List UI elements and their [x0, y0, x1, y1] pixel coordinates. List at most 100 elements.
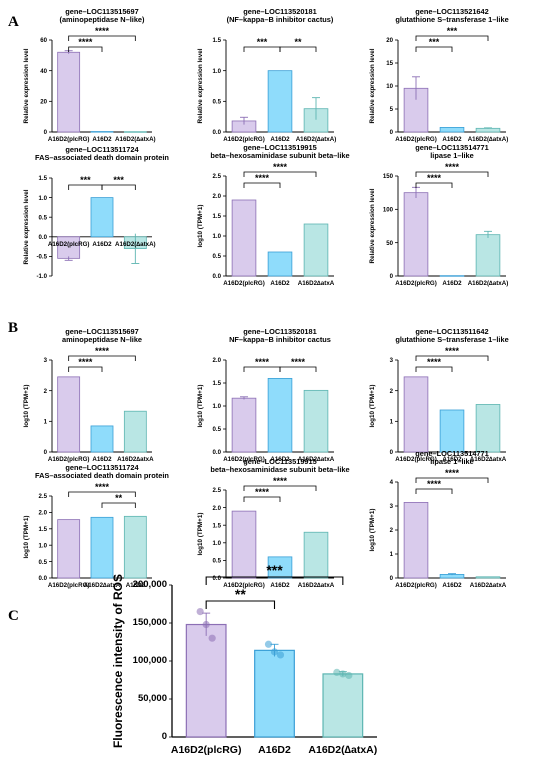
significance-label: **** — [445, 162, 460, 172]
bar — [303, 531, 329, 579]
y-axis-label: Relative expression level — [369, 188, 376, 263]
category-label: A16D2(plcRG) — [171, 744, 242, 756]
panel-label-c: C — [8, 608, 19, 624]
significance-label: *** — [113, 175, 124, 185]
y-tick-label: 2.5 — [39, 493, 48, 500]
significance-bracket — [68, 35, 136, 41]
y-axis-label: log10 (TPM+1) — [197, 385, 204, 428]
significance-bracket — [68, 184, 103, 190]
y-tick-label: 1.5 — [213, 380, 222, 387]
y-tick-label: 1.5 — [213, 522, 222, 529]
y-tick-label: 3 — [390, 357, 394, 364]
y-tick-label: 0.5 — [213, 253, 222, 260]
bar — [231, 397, 257, 453]
chart-title: (NF–kappa–B inhibitor cactus) — [227, 15, 334, 24]
category-label: A16D2 — [442, 280, 462, 287]
y-tick-label: 15 — [386, 60, 393, 67]
y-axis-label: log10 (TPM+1) — [197, 205, 204, 248]
chart-title: gene–LOC113511724 — [65, 145, 139, 154]
y-tick-label: 2.0 — [39, 510, 48, 517]
bar — [90, 425, 114, 453]
significance-bracket — [68, 491, 136, 497]
y-tick-label: 40 — [40, 68, 47, 75]
bar — [439, 275, 465, 277]
y-tick-label: 100,000 — [133, 655, 167, 666]
bar — [185, 623, 227, 738]
significance-label: *** — [266, 562, 283, 578]
chart-title: gene–LOC113514771 — [415, 143, 489, 152]
data-point — [264, 640, 273, 648]
bar — [57, 376, 81, 453]
chart-title: gene–LOC113511724 — [65, 463, 139, 472]
category-label: A16D2(∆atxA) — [296, 136, 337, 143]
y-tick-label: 1.0 — [213, 403, 222, 410]
significance-bracket — [415, 182, 453, 188]
significance-label: **** — [445, 346, 460, 356]
significance-bracket — [205, 600, 276, 609]
y-tick-label: 4 — [390, 479, 394, 486]
bar — [267, 251, 293, 277]
chart-title: lipase 1–like — [430, 457, 474, 466]
bar — [254, 649, 295, 738]
y-tick-label: 1 — [44, 419, 48, 426]
significance-bracket — [68, 355, 136, 361]
bar — [475, 127, 501, 133]
significance-label: *** — [257, 37, 268, 47]
category-label: A16D2(plcRG) — [48, 241, 90, 248]
significance-label: **** — [445, 468, 460, 478]
data-point — [196, 608, 204, 616]
y-axis-label: Relative expression level — [23, 48, 30, 123]
significance-bracket — [205, 576, 344, 585]
significance-label: ** — [294, 37, 302, 47]
category-label: A16D2∆atxA — [470, 582, 507, 589]
category-label: A16D2(plcRG) — [395, 456, 437, 463]
y-axis-label: log10 (TPM+1) — [369, 385, 376, 428]
significance-label: **** — [255, 357, 270, 367]
significance-bracket — [243, 485, 317, 491]
y-tick-label: 1.0 — [39, 542, 48, 549]
bar — [57, 519, 81, 579]
category-label: A16D2(plcRG) — [223, 582, 265, 589]
category-label: A16D2(plcRG) — [48, 582, 90, 589]
bar — [403, 376, 429, 453]
significance-bracket — [415, 366, 453, 372]
y-tick-label: 0.0 — [213, 129, 222, 136]
bar — [57, 51, 81, 133]
category-label: A16D2 — [92, 241, 112, 248]
significance-bracket — [415, 477, 489, 483]
significance-label: ** — [115, 493, 123, 503]
y-axis-label: log10 (TPM+1) — [23, 385, 30, 428]
chart-title: gene–LOC113521642 — [415, 7, 489, 16]
bar — [231, 510, 257, 579]
chart-title: gene–LOC113519915 — [243, 457, 317, 466]
bar — [303, 223, 329, 277]
y-tick-label: 1 — [390, 419, 394, 426]
y-tick-label: 0 — [390, 129, 394, 136]
y-tick-label: 1.5 — [39, 526, 48, 533]
bar — [403, 192, 429, 277]
y-tick-label: 1.0 — [213, 233, 222, 240]
significance-label: *** — [447, 26, 458, 36]
y-tick-label: 0 — [44, 449, 48, 456]
category-label: A16D2∆atxA — [298, 280, 335, 287]
bar — [267, 377, 293, 453]
y-tick-label: 2 — [390, 388, 394, 395]
significance-label: **** — [95, 346, 110, 356]
significance-bracket — [415, 35, 489, 41]
y-tick-label: 5 — [390, 106, 394, 113]
y-tick-label: 60 — [40, 37, 47, 44]
data-point — [333, 668, 341, 677]
y-axis-label: log10 (TPM+1) — [23, 516, 30, 559]
y-tick-label: 0.0 — [39, 234, 48, 241]
chart-2: gene–LOC113520181(NF–kappa–B inhibitor c… — [197, 7, 336, 143]
category-label: A16D2 — [270, 280, 290, 287]
category-label: A16D2(∆atxA) — [468, 136, 509, 143]
y-tick-label: 0.5 — [213, 99, 222, 106]
significance-bracket — [415, 355, 489, 361]
category-label: A16D2(∆atxA) — [468, 280, 509, 287]
bar — [403, 501, 429, 579]
y-tick-label: 20 — [386, 37, 393, 44]
significance-label: **** — [291, 357, 306, 367]
